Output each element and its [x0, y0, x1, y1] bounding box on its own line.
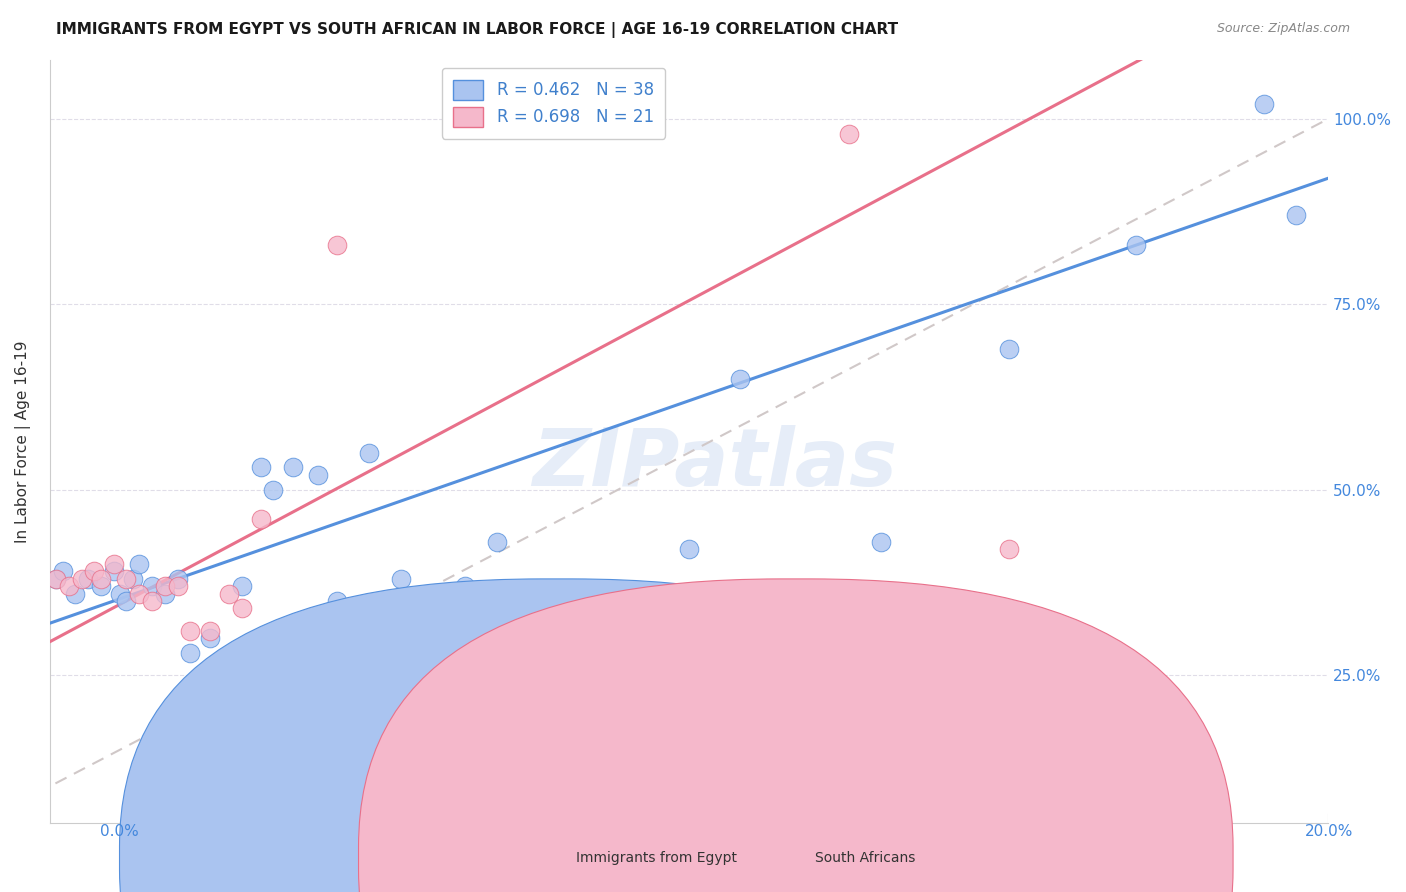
Point	[77, 572, 100, 586]
Point	[997, 542, 1019, 557]
Point	[45, 572, 67, 586]
Point	[103, 564, 125, 578]
Point	[409, 646, 432, 660]
Point	[645, 586, 668, 600]
Point	[45, 572, 67, 586]
Point	[141, 594, 163, 608]
Point	[249, 460, 271, 475]
Point	[108, 586, 131, 600]
Point	[294, 624, 316, 638]
Point	[1285, 208, 1308, 222]
Point	[389, 572, 412, 586]
Point	[562, 735, 585, 749]
Point	[51, 564, 73, 578]
Point	[269, 631, 291, 645]
Point	[166, 572, 188, 586]
Point	[128, 586, 150, 600]
Point	[486, 534, 509, 549]
Point	[1253, 97, 1275, 112]
Text: Immigrants from Egypt: Immigrants from Egypt	[576, 851, 738, 865]
Point	[263, 483, 285, 497]
Point	[198, 631, 221, 645]
Point	[166, 579, 188, 593]
Text: 20.0%: 20.0%	[1305, 824, 1353, 838]
Point	[65, 586, 87, 600]
Point	[58, 579, 80, 593]
Point	[115, 594, 138, 608]
Point	[153, 586, 176, 600]
Point	[231, 579, 253, 593]
Point	[218, 586, 240, 600]
Point	[838, 127, 860, 141]
Point	[179, 646, 201, 660]
Text: Source: ZipAtlas.com: Source: ZipAtlas.com	[1216, 22, 1350, 36]
Point	[537, 735, 560, 749]
Point	[121, 572, 143, 586]
Text: South Africans: South Africans	[815, 851, 915, 865]
Point	[326, 594, 349, 608]
Point	[326, 238, 349, 252]
Point	[198, 624, 221, 638]
Point	[103, 557, 125, 571]
Point	[1125, 238, 1147, 252]
Text: IMMIGRANTS FROM EGYPT VS SOUTH AFRICAN IN LABOR FORCE | AGE 16-19 CORRELATION CH: IMMIGRANTS FROM EGYPT VS SOUTH AFRICAN I…	[56, 22, 898, 38]
Point	[307, 467, 329, 482]
Point	[115, 572, 138, 586]
Text: 0.0%: 0.0%	[100, 824, 139, 838]
Point	[869, 534, 891, 549]
Point	[90, 579, 112, 593]
Point	[997, 342, 1019, 356]
Text: ZIPatlas: ZIPatlas	[531, 425, 897, 503]
Point	[454, 579, 477, 593]
Point	[83, 564, 105, 578]
Point	[773, 749, 796, 764]
Point	[249, 512, 271, 526]
Point	[179, 624, 201, 638]
Legend: R = 0.462   N = 38, R = 0.698   N = 21: R = 0.462 N = 38, R = 0.698 N = 21	[441, 68, 665, 138]
Point	[90, 572, 112, 586]
Point	[153, 579, 176, 593]
Point	[70, 572, 93, 586]
Point	[141, 579, 163, 593]
Point	[359, 445, 381, 459]
Point	[678, 542, 700, 557]
Point	[128, 557, 150, 571]
Point	[728, 371, 751, 385]
Point	[281, 460, 304, 475]
Point	[600, 720, 623, 734]
Point	[231, 601, 253, 615]
Y-axis label: In Labor Force | Age 16-19: In Labor Force | Age 16-19	[15, 340, 31, 543]
